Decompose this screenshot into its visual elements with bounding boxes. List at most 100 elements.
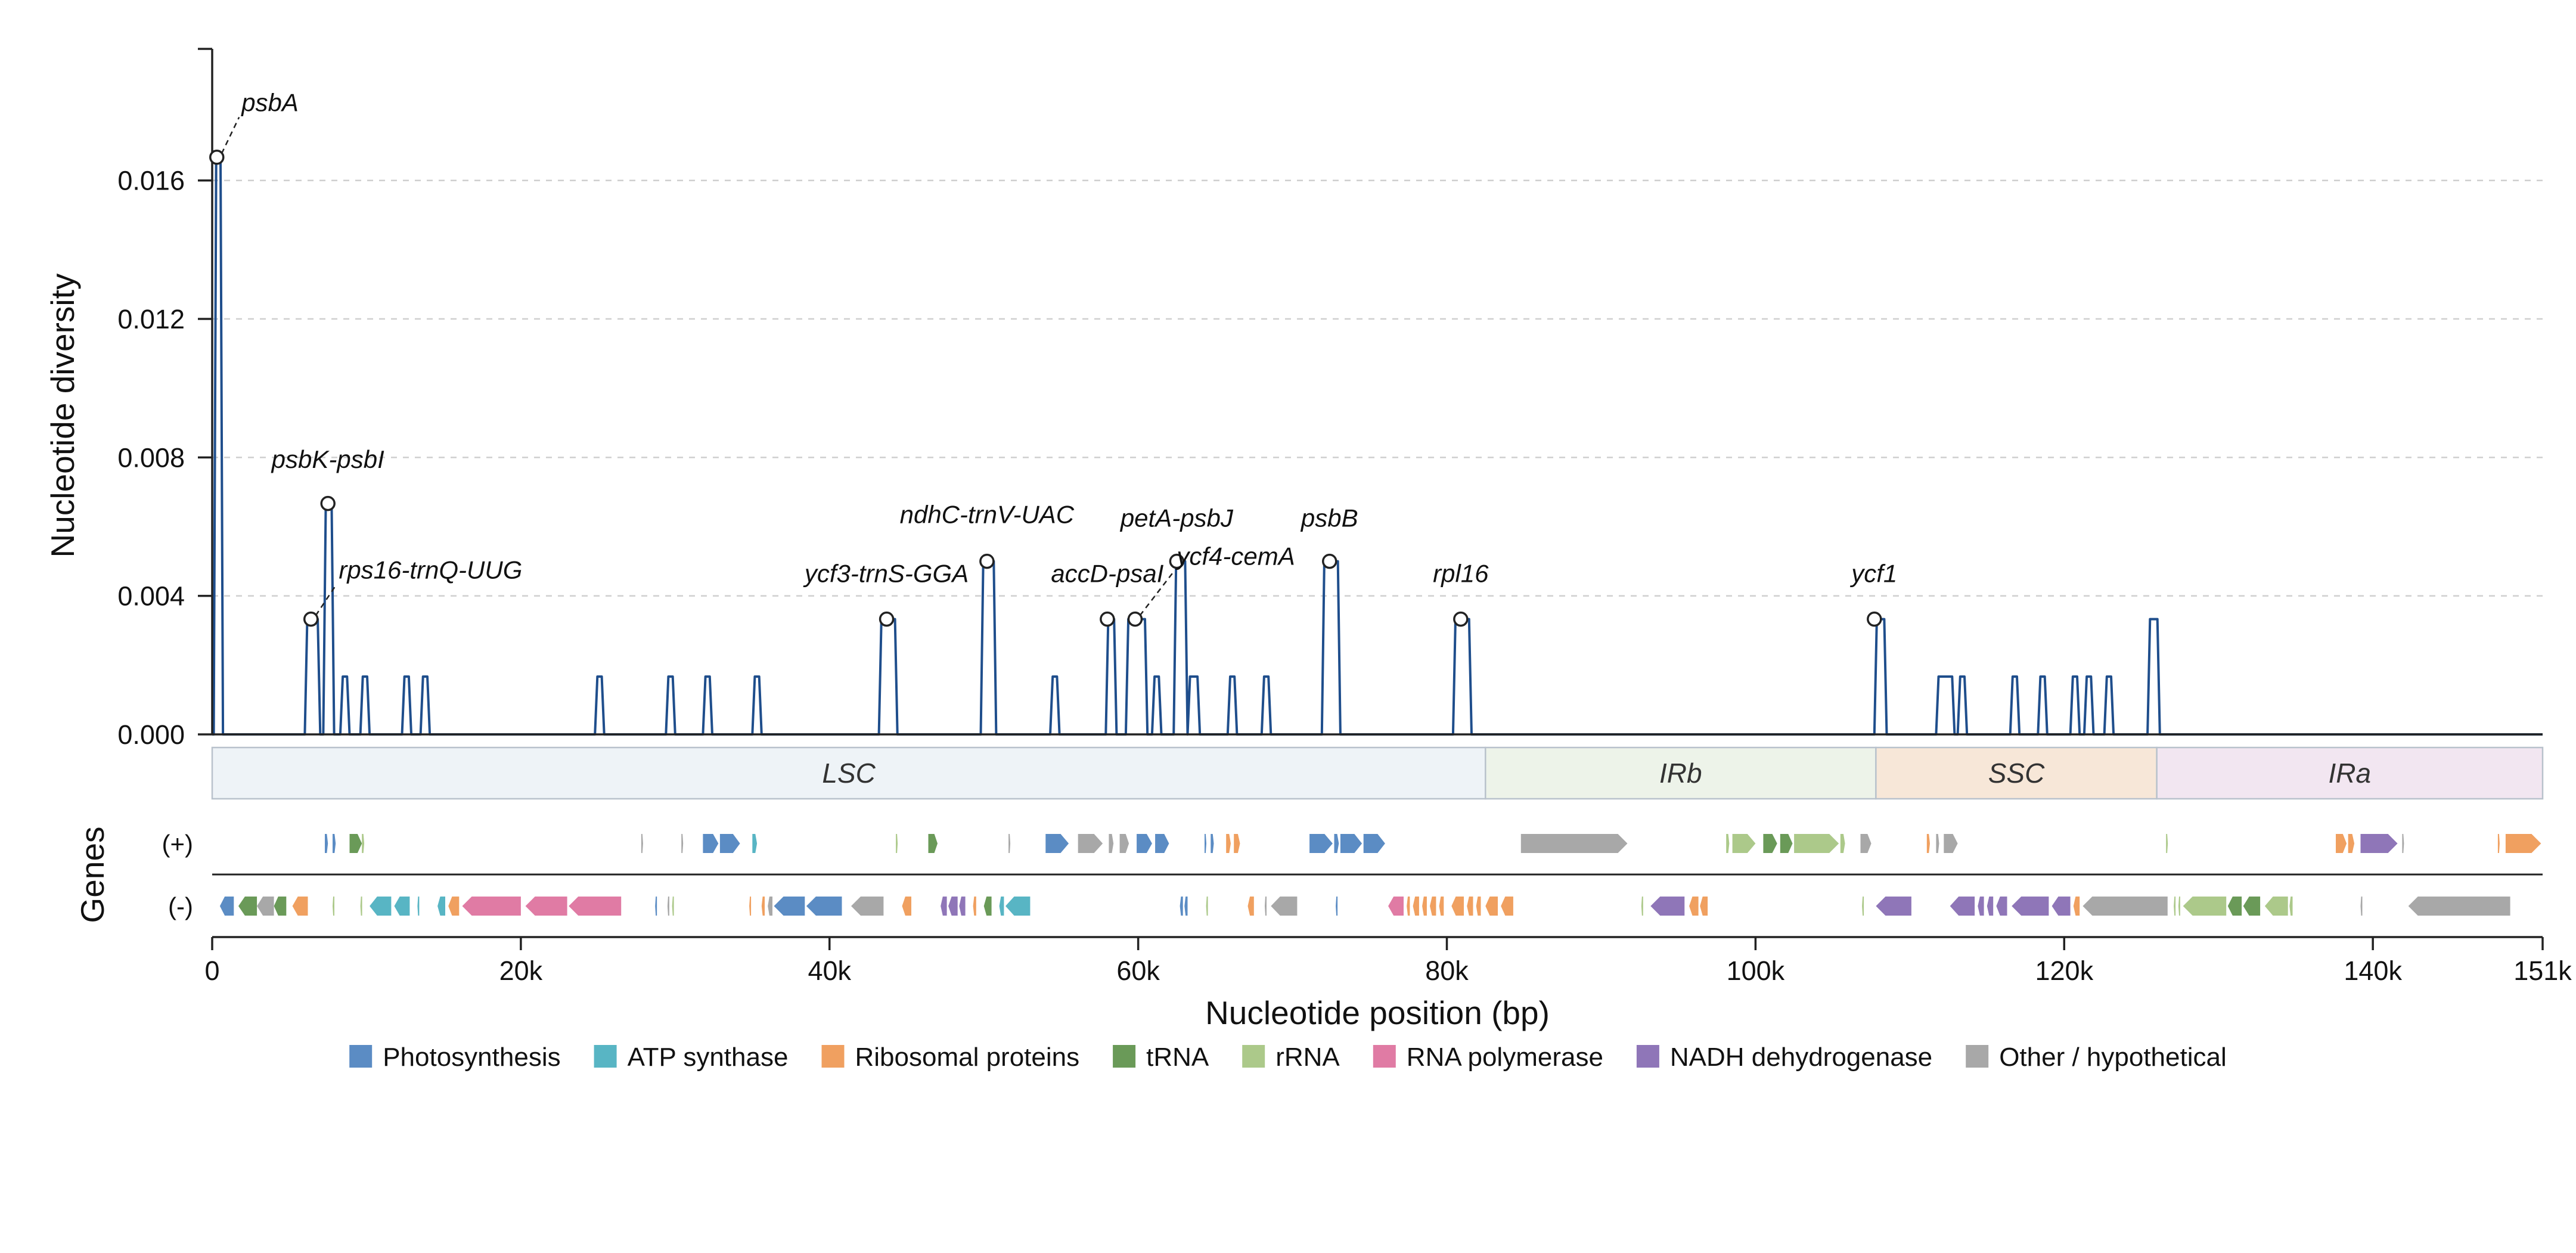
gene-plus-ribosomal-proteins — [2497, 834, 2500, 853]
legend-swatch-trna — [1113, 1045, 1136, 1068]
gene-minus-trna — [238, 897, 257, 916]
gene-plus-photosynthesis — [719, 834, 740, 853]
legend-label-other-hypothetical: Other / hypothetical — [1999, 1043, 2227, 1072]
gene-minus-other-hypothetical — [1271, 897, 1298, 916]
gene-plus-ribosomal-proteins — [2505, 834, 2541, 853]
gene-minus-rna-polymerase — [1388, 897, 1404, 916]
gene-minus-nadh-dehydrogenase — [2012, 897, 2049, 916]
gene-plus-rrna — [1794, 834, 1839, 853]
legend-label-nadh-dehydrogenase: NADH dehydrogenase — [1670, 1043, 1932, 1072]
gene-plus-rrna — [362, 834, 365, 853]
peak-label-rpl16: rpl16 — [1433, 559, 1489, 587]
gene-minus-other-hypothetical — [2408, 897, 2510, 916]
peak-marker-ndhc-trnv-uac — [979, 553, 995, 569]
legend-swatch-photosynthesis — [349, 1045, 373, 1068]
legend-swatch-nadh-dehydrogenase — [1636, 1045, 1659, 1068]
gene-tracks — [219, 834, 2541, 916]
x-tick-label-20k: 20k — [499, 956, 543, 986]
gene-minus-ribosomal-proteins — [2073, 897, 2080, 916]
gene-minus-nadh-dehydrogenase — [1996, 897, 2007, 916]
gene-minus-ribosomal-proteins — [448, 897, 460, 916]
y-axis-label: Nucleotide diversity — [44, 273, 81, 557]
y-tick-label-0-012: 0.012 — [117, 304, 185, 334]
gene-minus-photosynthesis — [806, 897, 842, 916]
gene-plus-other-hypothetical — [1078, 834, 1103, 853]
legend-swatch-rna-polymerase — [1373, 1045, 1396, 1068]
leader-rps16-trnq-uug — [315, 584, 337, 616]
legend-item-photosynthesis: Photosynthesis — [349, 1043, 561, 1072]
gene-plus-ribosomal-proteins — [2336, 834, 2347, 853]
gene-minus-atp-synthase — [394, 897, 410, 916]
gene-minus-other-hypothetical — [768, 897, 772, 916]
gene-minus-rna-polymerase — [569, 897, 622, 916]
peak-label-peta-psbj: petA-psbJ — [1119, 504, 1234, 532]
gene-plus-photosynthesis — [1363, 834, 1385, 853]
region-irb-block — [1485, 746, 1877, 800]
gene-minus-ribosomal-proteins — [761, 897, 765, 916]
gene-minus-ribosomal-proteins — [1430, 897, 1436, 916]
peak-marker-psbb — [1321, 553, 1337, 569]
legend-label-trna: tRNA — [1146, 1043, 1209, 1072]
gene-minus-rna-polymerase — [525, 897, 567, 916]
x-tick-label-100k: 100k — [1727, 956, 1785, 986]
gene-plus-ribosomal-proteins — [1926, 834, 1930, 853]
legend: Photosynthesis ATP synthase Ribosomal prot… — [349, 1043, 2227, 1072]
gene-minus-rrna — [333, 897, 334, 916]
y-tick-label-0-000: 0.000 — [117, 719, 185, 750]
gene-plus-other-hypothetical — [1008, 834, 1011, 853]
legend-item-nadh-dehydrogenase: NADH dehydrogenase — [1636, 1043, 1932, 1072]
gene-minus-nadh-dehydrogenase — [959, 897, 966, 916]
nucleotide-diversity-line — [212, 156, 2543, 736]
gene-minus-ribosomal-proteins — [1476, 897, 1481, 916]
legend-label-rna-polymerase: RNA polymerase — [1407, 1043, 1603, 1072]
gene-minus-photosynthesis — [774, 897, 805, 916]
region-lsc-block — [211, 746, 1486, 800]
gene-minus-rrna — [1862, 897, 1864, 916]
gene-plus-trna — [1763, 834, 1777, 853]
gene-plus-photosynthesis — [325, 834, 328, 853]
gene-minus-nadh-dehydrogenase — [941, 897, 947, 916]
gene-plus-trna — [1780, 834, 1793, 853]
gene-plus-photosynthesis — [1205, 834, 1206, 853]
gene-plus-photosynthesis — [703, 834, 719, 853]
gene-plus-trna — [349, 834, 362, 853]
gene-minus-atp-synthase — [370, 897, 392, 916]
peak-label-psbb: psbB — [1300, 504, 1358, 532]
peak-label-ycf4-cema: ycf4-cemA — [1175, 542, 1295, 570]
gene-minus-other-hypothetical — [2082, 897, 2168, 916]
gene-minus-trna — [274, 897, 287, 916]
gene-minus-rrna — [360, 897, 362, 916]
gene-plus-other-hypothetical — [1109, 834, 1114, 853]
gene-minus-photosynthesis — [1180, 897, 1183, 916]
legend-swatch-ribosomal-proteins — [821, 1045, 845, 1068]
gene-minus-rrna — [672, 897, 674, 916]
x-tick-label-0: 0 — [204, 956, 219, 986]
legend-swatch-rrna — [1242, 1045, 1265, 1068]
peak-marker-peta-psbj — [1169, 553, 1185, 569]
gene-minus-trna — [983, 897, 992, 916]
gene-minus-ribosomal-proteins — [1247, 897, 1254, 916]
gene-minus-photosynthesis — [655, 897, 657, 916]
gene-minus-photosynthesis — [1184, 897, 1188, 916]
peak-marker-accd-psai — [1100, 611, 1115, 627]
gene-plus-ribosomal-proteins — [1226, 834, 1231, 853]
peak-label-psbk-psbi: psbK-psbI — [271, 445, 384, 473]
gene-minus-ribosomal-proteins — [292, 897, 308, 916]
gene-minus-other-hypothetical — [1265, 897, 1267, 916]
legend-swatch-other-hypothetical — [1966, 1045, 1989, 1068]
gene-minus-ribosomal-proteins — [1485, 897, 1498, 916]
gene-plus-other-hypothetical — [1936, 834, 1939, 853]
peak-marker-psbk-psbi — [320, 495, 336, 511]
peak-marker-ycf1 — [1867, 611, 1882, 627]
genome-regions-bar: LSC IRb SSC IRa — [211, 746, 2544, 800]
gene-minus-other-hypothetical — [2360, 897, 2363, 916]
gene-minus-nadh-dehydrogenase — [1978, 897, 1984, 916]
peak-label-rps16-trnq-uug: rps16-trnQ-UUG — [339, 556, 522, 584]
gene-plus-ribosomal-proteins — [1234, 834, 1240, 853]
gene-minus-ribosomal-proteins — [1413, 897, 1419, 916]
gene-plus-other-hypothetical — [1520, 834, 1628, 853]
gene-minus-nadh-dehydrogenase — [1650, 897, 1685, 916]
peak-marker-ycf4-cema — [1127, 611, 1143, 627]
region-ssc-label: SSC — [1988, 758, 2045, 789]
region-ira-block — [2156, 746, 2544, 800]
